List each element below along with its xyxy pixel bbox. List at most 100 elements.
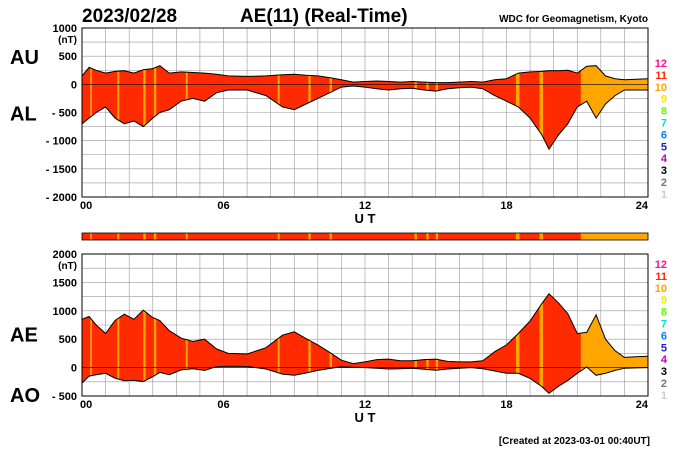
series-line-al: [82, 85, 648, 151]
color-bar-segment: [143, 233, 146, 240]
color-bar-segment: [277, 233, 280, 240]
color-bar-segment: [519, 233, 540, 240]
x-tick-label: 18: [500, 200, 512, 212]
x-tick-label: 24: [636, 399, 649, 411]
source-label: WDC for Geomagnetism, Kyoto: [499, 14, 648, 25]
area-segment: [308, 293, 312, 394]
legend-level-1: 1: [661, 189, 667, 201]
legend-level-1: 1: [661, 390, 667, 402]
ae-ao-panel: 2000 1500 1000 500 0 - 500 (nT) 00 06 12 18 24 U T AE…: [10, 249, 649, 425]
area-segment: [119, 293, 144, 394]
plot-frame: [81, 27, 649, 198]
legend-level-3: 3: [661, 165, 667, 177]
area-segment: [153, 65, 157, 150]
y-tick-label: - 2000: [46, 192, 77, 204]
legend-level-5: 5: [661, 141, 667, 153]
area-segment: [90, 293, 93, 394]
color-bar-segment: [543, 233, 582, 240]
area-segment: [117, 65, 120, 150]
y-tick-label: 500: [59, 51, 77, 63]
legend-level-9: 9: [661, 295, 667, 307]
area-segment: [145, 65, 155, 150]
y-tick-label: 1000: [53, 306, 77, 318]
panel-label-al: AL: [10, 104, 37, 126]
color-bar-segment: [279, 233, 309, 240]
area-segment: [82, 293, 91, 394]
created-timestamp: [Created at 2023-03-01 00:40UT]: [499, 436, 650, 447]
plot-frame: [81, 253, 649, 397]
color-bar-segment: [153, 233, 157, 240]
color-bar-segment: [119, 233, 144, 240]
area-segment: [117, 293, 120, 394]
y-tick-label: 500: [59, 334, 77, 346]
color-bar-frame: [81, 232, 649, 241]
area-segment: [90, 65, 93, 150]
x-tick-label: 12: [359, 399, 371, 411]
legend-level-7: 7: [661, 319, 667, 331]
color-bar-segment: [117, 233, 120, 240]
au-al-panel: 1000 500 0 - 500 - 1000 - 1500 - 2000 (nT) 00 06 1…: [10, 23, 649, 226]
legend-level-12: 12: [655, 259, 667, 271]
y-tick-label: 0: [71, 79, 77, 91]
y-tick-label: - 500: [52, 391, 77, 403]
y-tick-label: 1500: [53, 277, 77, 289]
series-line-au: [82, 65, 648, 84]
x-axis-label: U T: [355, 410, 376, 425]
legend-level-2: 2: [661, 177, 667, 189]
area-segment: [143, 293, 146, 394]
y-tick-label: 1000: [53, 23, 77, 35]
y-tick-label: 0: [71, 363, 77, 375]
y-unit-label: (nT): [58, 261, 77, 272]
color-bar-segment: [515, 233, 520, 240]
x-tick-label: 00: [80, 399, 92, 411]
color-bar-segment: [91, 233, 118, 240]
x-tick-label: 00: [80, 200, 92, 212]
x-tick-label: 12: [359, 200, 371, 212]
color-bar-segment: [331, 233, 415, 240]
legend-level-11: 11: [655, 271, 667, 283]
color-bar-segment: [82, 233, 91, 240]
legend-level-10: 10: [655, 82, 667, 94]
area-segment: [515, 293, 520, 394]
color-bar-segment: [185, 233, 188, 240]
legend-level-8: 8: [661, 307, 667, 319]
panel-label-ao: AO: [10, 385, 40, 407]
color-bar-segment: [580, 233, 649, 240]
x-tick-label: 24: [636, 200, 649, 212]
color-bar-segment: [308, 233, 312, 240]
legend-level-3: 3: [661, 366, 667, 378]
series-line-ae: [82, 293, 648, 365]
area-segment: [185, 293, 188, 394]
x-tick-label: 06: [217, 200, 229, 212]
legend-level-7: 7: [661, 118, 667, 130]
color-bar-segment: [428, 233, 437, 240]
chart-title: AE(11) (Real-Time): [240, 6, 408, 27]
area-segment: [143, 65, 146, 150]
color-bar-segment: [90, 233, 93, 240]
color-bar-segment: [310, 233, 330, 240]
legend-level-6: 6: [661, 129, 667, 141]
legend-level-11: 11: [655, 70, 667, 82]
area-segment: [539, 65, 544, 150]
color-bar-segment: [438, 233, 517, 240]
color-bar-segment: [187, 233, 279, 240]
color-bar-segment: [156, 233, 187, 240]
area-segment: [539, 293, 544, 394]
legend-level-10: 10: [655, 283, 667, 295]
legend-level-6: 6: [661, 330, 667, 342]
area-segment: [153, 293, 157, 394]
legend-level-4: 4: [661, 354, 668, 366]
activity-color-bar: [81, 232, 649, 241]
area-segment: [82, 65, 91, 150]
y-tick-label: - 500: [52, 108, 77, 120]
legend-level-9: 9: [661, 94, 667, 106]
legend-level-4: 4: [661, 153, 668, 165]
color-bar-segment: [435, 233, 439, 240]
date-title: 2023/02/28: [82, 6, 177, 27]
x-axis-label: U T: [355, 211, 376, 226]
area-segment: [119, 65, 144, 150]
